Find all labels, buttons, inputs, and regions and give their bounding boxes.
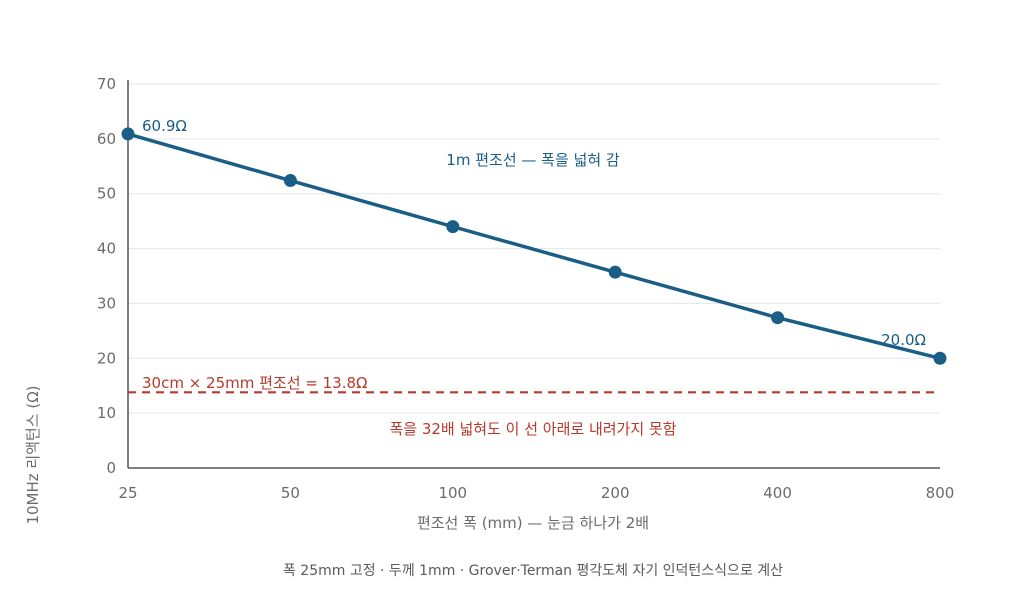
x-tick-labels: 25 50 100 200 400 800 — [118, 484, 954, 502]
y-axis-title: 10MHz 리액턴스 (Ω) — [24, 385, 42, 524]
x-tick-label: 200 — [601, 484, 630, 502]
start-value-label: 60.9Ω — [142, 117, 187, 135]
end-value-label: 20.0Ω — [881, 331, 926, 349]
series-caption: 1m 편조선 — 폭을 넓혀 감 — [446, 151, 620, 169]
x-tick-label: 100 — [438, 484, 467, 502]
reference-caption: 폭을 32배 넓혀도 이 선 아래로 내려가지 못함 — [389, 420, 676, 438]
data-point — [283, 174, 297, 188]
y-tick-label: 10 — [97, 404, 116, 422]
y-tick-label: 50 — [97, 185, 116, 203]
series-line — [127, 132, 941, 360]
data-point — [446, 220, 460, 234]
data-point — [933, 351, 947, 365]
y-tick-label: 30 — [97, 294, 116, 312]
data-points — [121, 127, 947, 365]
data-point — [121, 127, 135, 141]
reference-line-label: 30cm × 25mm 편조선 = 13.8Ω — [142, 374, 368, 392]
y-tick-label: 40 — [97, 240, 116, 258]
footnote: 폭 25mm 고정 · 두께 1mm · Grover·Terman 평각도체 … — [283, 563, 783, 579]
x-tick-label: 800 — [926, 484, 955, 502]
data-point — [771, 311, 785, 325]
y-tick-label: 70 — [97, 75, 116, 93]
y-tick-label: 60 — [97, 130, 116, 148]
x-axis-title: 편조선 폭 (mm) — 눈금 하나가 2배 — [417, 514, 649, 532]
gridlines — [128, 83, 940, 414]
data-point — [608, 265, 622, 279]
x-tick-label: 50 — [281, 484, 300, 502]
x-tick-label: 400 — [763, 484, 792, 502]
y-tick-label: 20 — [97, 349, 116, 367]
y-tick-labels: 0 10 20 30 40 50 60 70 — [97, 75, 116, 477]
x-tick-label: 25 — [118, 484, 137, 502]
y-tick-label: 0 — [106, 459, 116, 477]
